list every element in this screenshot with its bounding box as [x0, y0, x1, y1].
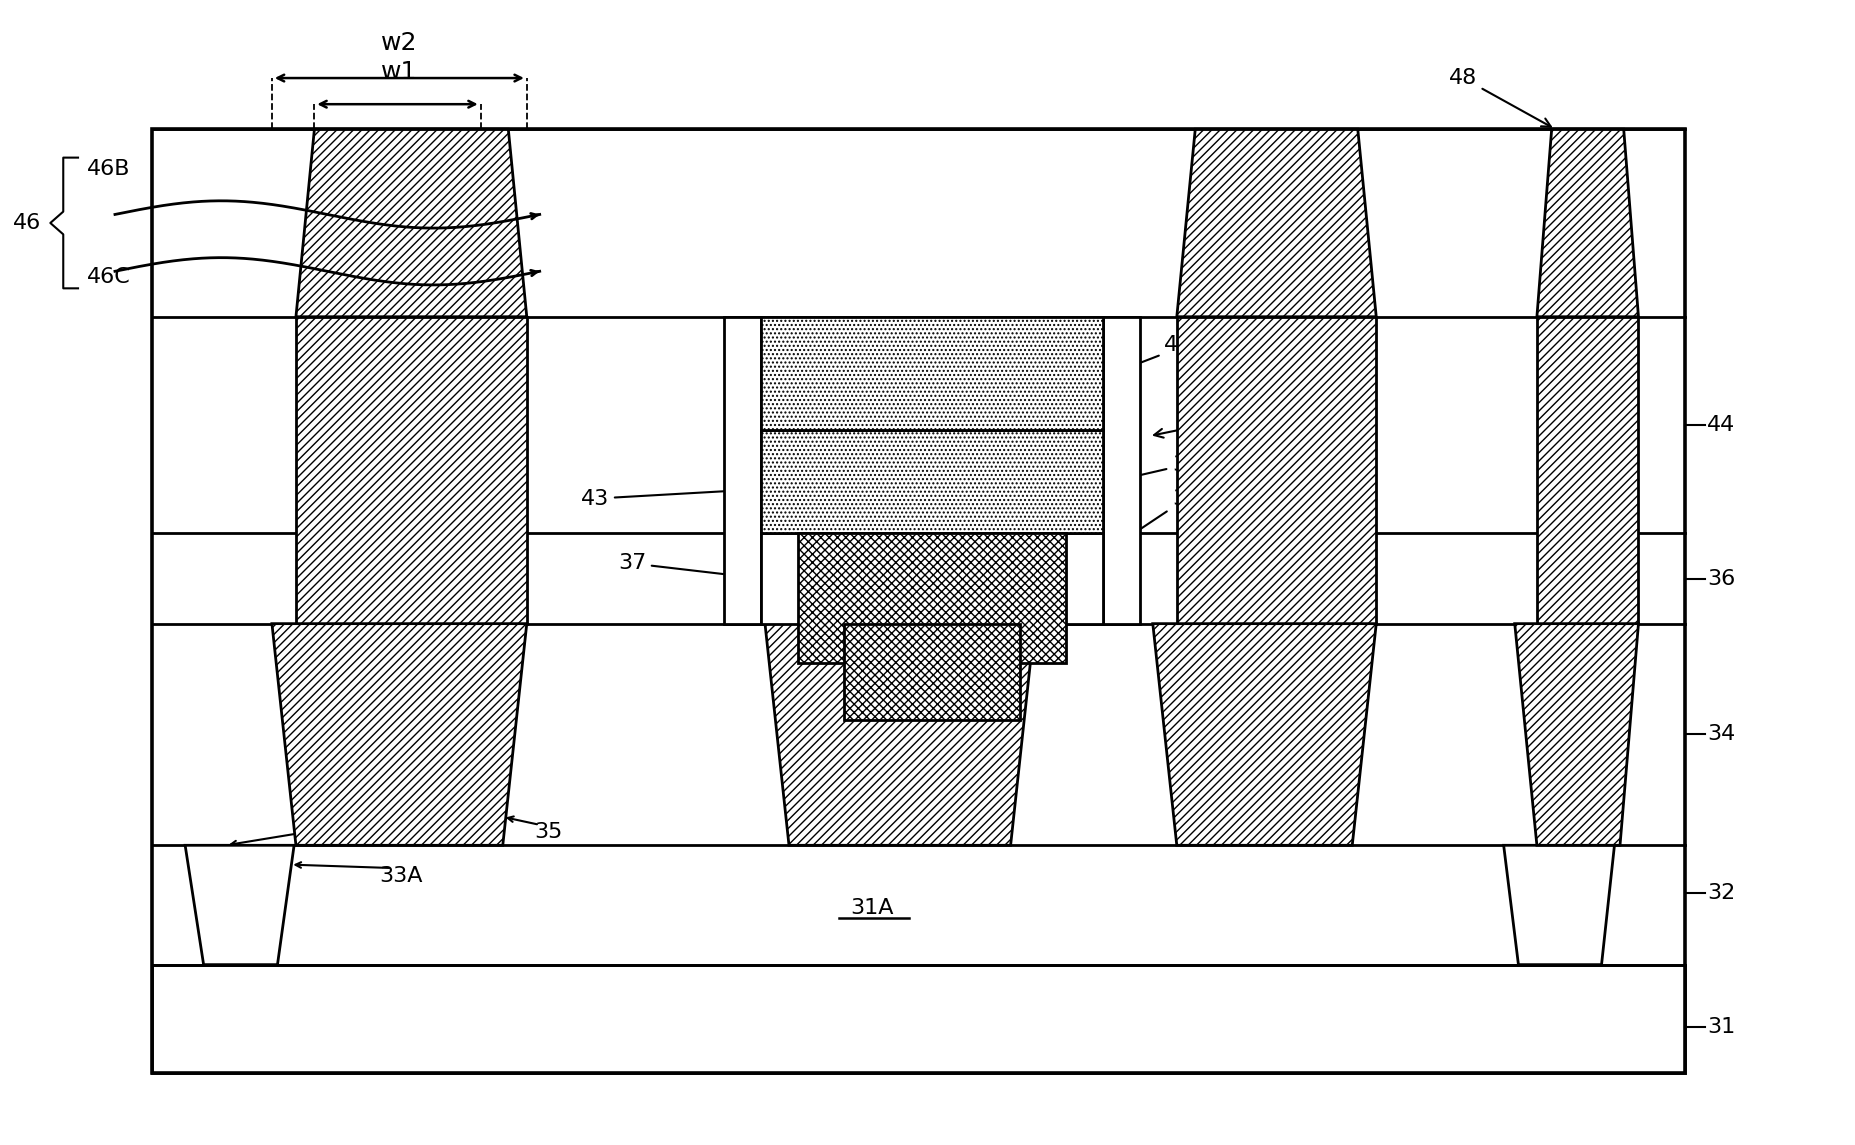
Text: 38: 38: [1080, 489, 1200, 570]
Text: 33A: 33A: [380, 866, 423, 886]
Text: 31A: 31A: [850, 898, 894, 918]
Text: 32: 32: [1707, 883, 1734, 903]
Polygon shape: [1538, 129, 1638, 317]
Polygon shape: [1516, 624, 1638, 845]
Text: 33: 33: [313, 822, 341, 842]
Polygon shape: [297, 129, 527, 317]
Bar: [297, 317, 527, 624]
Text: 35: 35: [534, 822, 564, 842]
Bar: [844, 624, 1020, 720]
Bar: [1176, 317, 1376, 624]
Bar: [798, 532, 1067, 663]
Text: 34: 34: [1707, 724, 1734, 744]
Polygon shape: [186, 845, 295, 964]
Polygon shape: [273, 624, 527, 845]
Bar: [152, 624, 1684, 845]
Polygon shape: [764, 624, 1035, 845]
Text: w1: w1: [380, 60, 417, 84]
Bar: [761, 317, 1104, 431]
Bar: [152, 532, 1684, 624]
Bar: [152, 964, 1684, 1073]
Text: 37: 37: [618, 553, 803, 586]
Text: 47: 47: [1154, 392, 1330, 437]
Bar: [1538, 317, 1638, 624]
Polygon shape: [1176, 129, 1376, 317]
Text: 46C: 46C: [87, 267, 132, 287]
Text: 40A: 40A: [1117, 335, 1208, 373]
Bar: [761, 532, 1104, 624]
Text: 36: 36: [1707, 569, 1734, 590]
Text: 44: 44: [1707, 414, 1734, 435]
Bar: [152, 129, 1684, 1073]
Bar: [761, 431, 1104, 532]
Text: 48: 48: [1449, 68, 1551, 127]
Text: 46: 46: [13, 213, 41, 232]
Text: 43: 43: [581, 466, 1089, 508]
Bar: [152, 845, 1684, 964]
Text: 39: 39: [1117, 455, 1200, 483]
Text: w2: w2: [380, 31, 417, 55]
Bar: [152, 317, 1684, 532]
Bar: [1104, 317, 1139, 624]
Polygon shape: [1152, 624, 1376, 845]
Bar: [152, 129, 1684, 317]
Bar: [152, 129, 1684, 1073]
Polygon shape: [1504, 845, 1614, 964]
Text: 46B: 46B: [87, 159, 130, 179]
Bar: [723, 317, 761, 624]
Text: 31: 31: [1707, 1017, 1734, 1037]
